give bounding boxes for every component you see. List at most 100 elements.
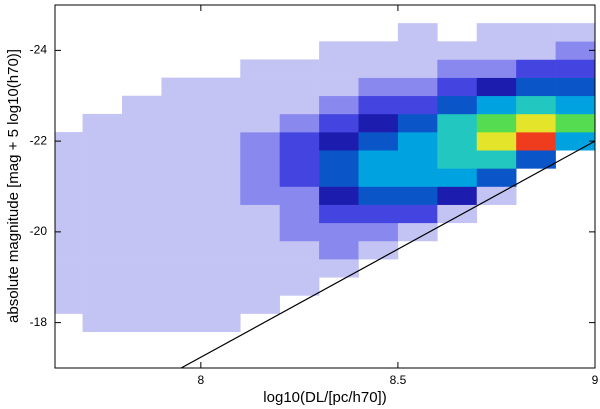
density-cell <box>82 168 123 187</box>
density-cell <box>240 186 280 205</box>
density-cell <box>279 168 320 187</box>
density-cell <box>437 204 478 224</box>
density-cell <box>279 59 320 78</box>
density-cell <box>122 95 162 115</box>
density-cell <box>319 41 359 60</box>
density-cell <box>437 59 478 78</box>
density-cell <box>358 240 399 260</box>
density-cell <box>55 295 83 314</box>
density-cell <box>319 186 359 205</box>
density-cell <box>516 77 556 97</box>
density-cell <box>200 259 241 278</box>
density-cell <box>82 259 123 278</box>
density-cell <box>55 168 83 187</box>
density-cell <box>279 186 320 205</box>
density-cell <box>319 132 359 151</box>
density-cell <box>476 150 517 169</box>
density-cell <box>55 222 83 242</box>
density-cell <box>82 113 123 133</box>
density-cell <box>200 277 241 296</box>
density-cell <box>358 222 399 242</box>
density-cell <box>82 204 123 224</box>
density-cell <box>397 168 438 187</box>
density-cell <box>516 95 556 115</box>
density-cell <box>555 77 595 97</box>
density-cell <box>358 113 399 133</box>
density-cell <box>397 41 438 60</box>
density-cell <box>476 113 517 133</box>
density-cell <box>397 186 438 205</box>
density-cell <box>358 132 399 151</box>
density-cell <box>358 59 399 78</box>
y-tick-label: -20 <box>30 224 48 238</box>
density-cell <box>516 150 556 169</box>
density-cell <box>200 186 241 205</box>
density-cell <box>555 95 595 115</box>
density-cell <box>437 132 478 151</box>
density-cell <box>279 113 320 133</box>
density-cell <box>200 77 241 97</box>
density-cell <box>82 222 123 242</box>
density-cell <box>319 150 359 169</box>
density-cell <box>279 150 320 169</box>
density-cell <box>437 113 478 133</box>
density-cell <box>397 150 438 169</box>
density-cell <box>476 23 517 42</box>
density-cell <box>200 295 241 314</box>
density-cell <box>319 204 359 224</box>
density-cell <box>55 132 83 151</box>
density-cell <box>437 41 478 60</box>
limit-line <box>180 140 595 368</box>
density-cell <box>82 240 123 260</box>
density-cell <box>476 168 517 187</box>
density-cell <box>122 132 162 151</box>
density-cell <box>555 23 595 42</box>
density-cell <box>437 95 478 115</box>
density-cell <box>240 277 280 296</box>
density-cell <box>358 186 399 205</box>
density-cell <box>82 186 123 205</box>
density-cell <box>161 295 202 314</box>
density-cell <box>437 77 478 97</box>
density-cell <box>319 113 359 133</box>
density-cell <box>200 168 241 187</box>
density-cell <box>122 295 162 314</box>
density-cell <box>279 277 320 296</box>
density-cell <box>240 240 280 260</box>
density-cell <box>437 150 478 169</box>
density-cell <box>122 150 162 169</box>
density-cell <box>200 150 241 169</box>
density-cell <box>279 132 320 151</box>
density-cell <box>319 77 359 97</box>
density-cell <box>319 59 359 78</box>
y-axis-label: absolute magnitude [mag + 5 log10(h70)] <box>5 49 22 323</box>
density-cell <box>240 168 280 187</box>
y-tick-label: -18 <box>30 315 48 329</box>
x-tick-label: 8 <box>197 373 204 387</box>
density-cell <box>161 95 202 115</box>
density-cell <box>240 204 280 224</box>
density-cell <box>240 150 280 169</box>
plot-frame <box>54 4 596 369</box>
density-cell <box>200 240 241 260</box>
density-cell <box>319 259 359 278</box>
density-cell <box>161 277 202 296</box>
density-cell <box>240 113 280 133</box>
density-cell <box>122 240 162 260</box>
density-cell <box>358 77 399 97</box>
density-cell <box>161 240 202 260</box>
density-cell <box>240 59 280 78</box>
density-cell <box>55 259 83 278</box>
density-cell <box>476 77 517 97</box>
density-cell <box>240 295 280 314</box>
density-cell <box>279 259 320 278</box>
density-cell <box>358 168 399 187</box>
density-cell <box>358 95 399 115</box>
density-cell <box>476 132 517 151</box>
density-cell <box>437 186 478 205</box>
density-cell <box>240 95 280 115</box>
density-cell <box>516 132 556 151</box>
density-cell <box>397 132 438 151</box>
density-cell <box>279 204 320 224</box>
